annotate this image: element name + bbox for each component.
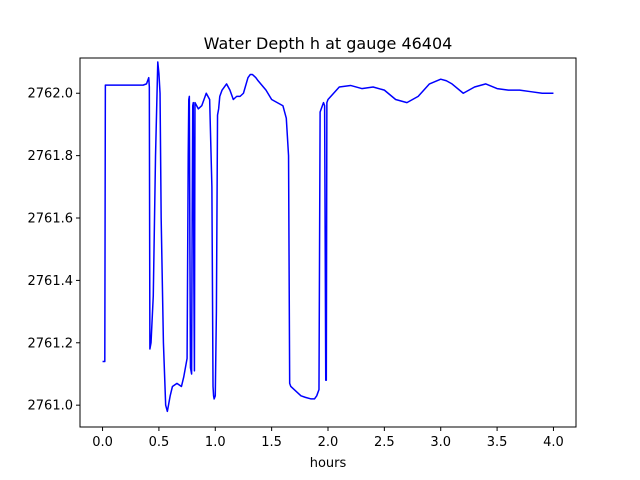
- line-layer: [102, 61, 554, 413]
- x-tick-label: 2.5: [374, 435, 395, 450]
- x-tick-label: 3.5: [487, 435, 508, 450]
- x-tick-label: 2.0: [318, 435, 339, 450]
- plot-frame: [79, 57, 577, 428]
- x-tick-label: 0.0: [92, 435, 113, 450]
- y-tick-label: 2761.4: [28, 274, 74, 289]
- y-tick-label: 2762.0: [28, 87, 74, 102]
- x-tick-label: 0.5: [149, 435, 170, 450]
- chart-title: Water Depth h at gauge 46404: [204, 34, 453, 53]
- series-line-0: [102, 61, 554, 413]
- y-tick-label: 2761.2: [28, 336, 74, 351]
- x-tick-label: 3.0: [430, 435, 451, 450]
- tick-layer: 0.0 0.5 1.0 1.5 2.0 2.5 3.0 3.5 4.0 2761.0 2761.2 2…: [28, 87, 564, 450]
- y-tick-label: 2761.0: [28, 399, 74, 414]
- x-tick-label: 1.0: [205, 435, 226, 450]
- y-tick-label: 2761.6: [28, 212, 74, 227]
- plot-area: [80, 58, 576, 427]
- y-tick-label: 2761.8: [28, 149, 74, 164]
- x-tick-label: 1.5: [261, 435, 282, 450]
- x-axis-label: hours: [310, 456, 347, 471]
- x-tick-label: 4.0: [543, 435, 564, 450]
